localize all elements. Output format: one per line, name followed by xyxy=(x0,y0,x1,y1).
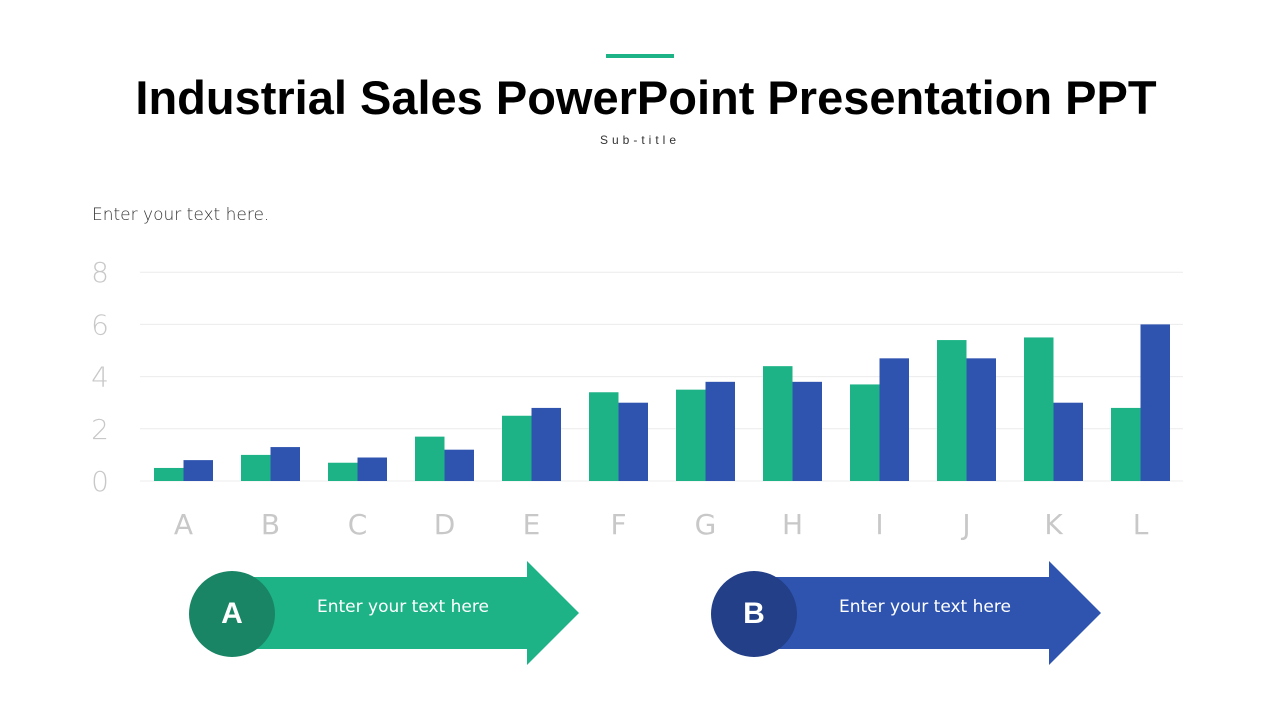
bar-series-b-i xyxy=(879,358,909,481)
bar-series-b-k xyxy=(1053,402,1083,481)
x-tick-label: B xyxy=(261,508,280,541)
intro-text: Enter your text here. xyxy=(92,205,270,225)
bar-series-b-d xyxy=(444,449,474,481)
callout-b-text: Enter your text here xyxy=(839,597,1011,617)
y-tick-label: 0 xyxy=(91,465,109,498)
bar-series-b-c xyxy=(357,457,387,481)
slide-title: Industrial Sales PowerPoint Presentation… xyxy=(135,71,1157,124)
x-tick-label: E xyxy=(523,508,541,541)
bar-series-a-k xyxy=(1024,337,1054,481)
bar-series-a-a xyxy=(154,467,184,481)
bar-series-a-g xyxy=(676,389,706,481)
x-tick-label: I xyxy=(875,508,883,541)
x-tick-label: K xyxy=(1044,508,1063,541)
x-tick-label: L xyxy=(1133,508,1149,541)
bar-chart: 0 2 4 6 8 A B C D E F G H I J K L xyxy=(91,256,1183,541)
bar-series-b-j xyxy=(966,358,996,481)
bar-series-a-f xyxy=(589,392,619,481)
bar-series-a-h xyxy=(763,366,793,481)
bar-series-b-e xyxy=(531,407,561,481)
x-tick-label: A xyxy=(174,508,193,541)
bar-series-a-e xyxy=(502,415,532,481)
slide-subtitle: Sub-title xyxy=(599,133,681,147)
y-tick-label: 6 xyxy=(91,308,109,341)
bar-series-b-f xyxy=(618,402,648,481)
bar-series-a-c xyxy=(328,462,358,481)
bar-series-a-l xyxy=(1111,407,1141,481)
x-tick-label: D xyxy=(434,508,456,541)
callout-b-badge: B xyxy=(711,571,797,657)
x-tick-label: F xyxy=(610,508,626,541)
bar-series-a-i xyxy=(850,384,880,481)
arrow-shape-a xyxy=(229,561,579,665)
y-tick-label: 4 xyxy=(91,361,109,394)
callout-a-badge: A xyxy=(189,571,275,657)
x-tick-label: G xyxy=(695,508,717,541)
bar-series-a-j xyxy=(937,340,967,481)
bar-series-b-g xyxy=(705,381,735,481)
bar-series-a-d xyxy=(415,436,445,481)
title-accent-bar xyxy=(606,54,674,58)
callout-a-text: Enter your text here xyxy=(317,597,489,617)
bar-series-b-l xyxy=(1140,324,1170,481)
bar-series-b-b xyxy=(270,447,300,481)
arrow-shape-b xyxy=(751,561,1101,665)
y-tick-label: 2 xyxy=(91,413,109,446)
x-tick-label: C xyxy=(348,508,368,541)
x-tick-label: J xyxy=(960,508,970,541)
x-tick-label: H xyxy=(782,508,803,541)
y-tick-label: 8 xyxy=(91,256,109,289)
bar-series-b-h xyxy=(792,381,822,481)
bar-series-b-a xyxy=(183,460,213,481)
bar-series-a-b xyxy=(241,454,271,481)
